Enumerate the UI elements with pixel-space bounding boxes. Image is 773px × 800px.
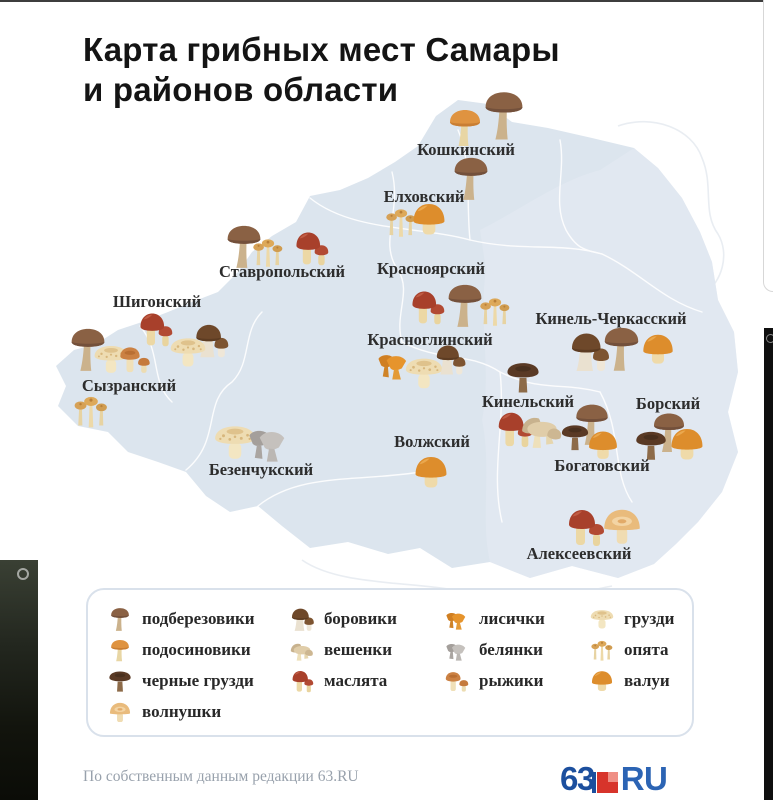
logo-63-text: 63 bbox=[560, 760, 595, 797]
belyanka-icon bbox=[245, 418, 293, 466]
volnushka-icon bbox=[107, 699, 133, 725]
district-label: Кошкинский bbox=[417, 140, 515, 159]
brand-logo-63ru: 63 RU bbox=[560, 760, 668, 797]
source-note: По собственным данным редакции 63.RU bbox=[83, 768, 359, 785]
district-label: Кинель-Черкасский bbox=[535, 309, 687, 328]
valui-icon bbox=[411, 452, 451, 492]
legend-column: лисички белянки рыжики bbox=[444, 603, 545, 696]
gruzd-icon bbox=[589, 606, 615, 632]
district-label: Богатовский bbox=[554, 456, 650, 475]
legend-item: валуи bbox=[589, 665, 674, 696]
adjacent-card-right[interactable] bbox=[763, 0, 773, 292]
gruzd-icon bbox=[168, 332, 208, 372]
belyanka-icon bbox=[444, 637, 470, 663]
logo-square-highlight bbox=[607, 772, 618, 782]
district-label: Красноглинский bbox=[367, 330, 493, 349]
district-label: Сызранский bbox=[81, 376, 177, 395]
opyata-icon bbox=[71, 391, 111, 431]
camera-badge-icon bbox=[766, 334, 773, 343]
legend-column: боровики вешенки маслята bbox=[289, 603, 397, 696]
district-label: Елховский bbox=[383, 187, 465, 206]
legend-item-label: боровики bbox=[324, 608, 397, 628]
district-label: Ставропольский bbox=[219, 262, 345, 281]
valui-icon bbox=[639, 330, 677, 368]
district-label: Волжский bbox=[394, 432, 470, 451]
legend-item: маслята bbox=[289, 665, 397, 696]
opyata-icon bbox=[477, 293, 513, 329]
legend-card: подберезовики подосиновики черные грузди во… bbox=[86, 588, 694, 737]
legend-item-label: маслята bbox=[324, 670, 388, 690]
legend-item-label: лисички bbox=[479, 608, 545, 628]
maslyata-icon bbox=[289, 668, 315, 694]
legend-item-label: волнушки bbox=[142, 701, 222, 721]
legend-item: рыжики bbox=[444, 665, 545, 696]
legend-item: волнушки bbox=[107, 696, 255, 727]
district-label: Кинельский bbox=[481, 392, 575, 411]
legend-item-label: валуи bbox=[624, 670, 670, 690]
opyata-icon bbox=[589, 637, 615, 663]
district-label: Безенчукский bbox=[208, 460, 314, 479]
camera-badge-icon bbox=[17, 568, 29, 580]
legend-item-label: черные грузди bbox=[142, 670, 254, 690]
legend-column: подберезовики подосиновики черные грузди во… bbox=[107, 603, 255, 727]
ryzhik-icon bbox=[444, 668, 470, 694]
legend-column: грузди опята валуи bbox=[589, 603, 674, 696]
top-border-line bbox=[0, 0, 773, 2]
legend-item-label: опята bbox=[624, 639, 669, 659]
logo-ru-text: RU bbox=[620, 760, 668, 797]
legend-item-label: подосиновики bbox=[142, 639, 251, 659]
legend-item-label: грузди bbox=[624, 608, 675, 628]
legend-item: подберезовики bbox=[107, 603, 255, 634]
podosinovik-icon bbox=[107, 637, 133, 663]
lisichka-icon bbox=[444, 606, 470, 632]
legend-item: грузди bbox=[589, 603, 674, 634]
district-label: Красноярский bbox=[376, 259, 486, 278]
logo-red-square bbox=[591, 772, 618, 793]
valui-icon bbox=[667, 424, 707, 464]
adjacent-photo-left[interactable] bbox=[0, 560, 38, 800]
district-label: Алексеевский bbox=[526, 544, 632, 563]
legend-item-label: белянки bbox=[479, 639, 543, 659]
podberezovik-icon bbox=[477, 88, 531, 142]
district-label: Борский bbox=[635, 394, 701, 413]
legend-item-label: рыжики bbox=[479, 670, 544, 690]
cherny-gruzd-icon bbox=[504, 358, 542, 396]
podberezovik-icon bbox=[107, 606, 133, 632]
logo-blue-bar bbox=[591, 772, 596, 793]
legend-item: черные грузди bbox=[107, 665, 255, 696]
valui-icon bbox=[589, 668, 615, 694]
legend-item: опята bbox=[589, 634, 674, 665]
page-title-line1: Карта грибных мест Самары bbox=[83, 31, 560, 68]
page-title-line2: и районов области bbox=[83, 71, 399, 109]
legend-item: белянки bbox=[444, 634, 545, 665]
legend-item: лисички bbox=[444, 603, 545, 634]
legend-item-label: вешенки bbox=[324, 639, 393, 659]
legend-item: вешенки bbox=[289, 634, 397, 665]
borovik-icon bbox=[289, 606, 315, 632]
adjacent-photo-right[interactable] bbox=[764, 328, 773, 800]
valui-icon bbox=[409, 199, 449, 239]
page-title: Карта грибных мест Самары и районов обла… bbox=[83, 30, 560, 111]
district-label: Шигонский bbox=[112, 292, 202, 311]
volnushka-icon bbox=[599, 503, 645, 549]
ryzhik-icon bbox=[118, 342, 152, 376]
cherny-gruzd-icon bbox=[107, 668, 133, 694]
veshenka-icon bbox=[289, 637, 315, 663]
legend-item-label: подберезовики bbox=[142, 608, 255, 628]
legend-item: боровики bbox=[289, 603, 397, 634]
legend-item: подосиновики bbox=[107, 634, 255, 665]
